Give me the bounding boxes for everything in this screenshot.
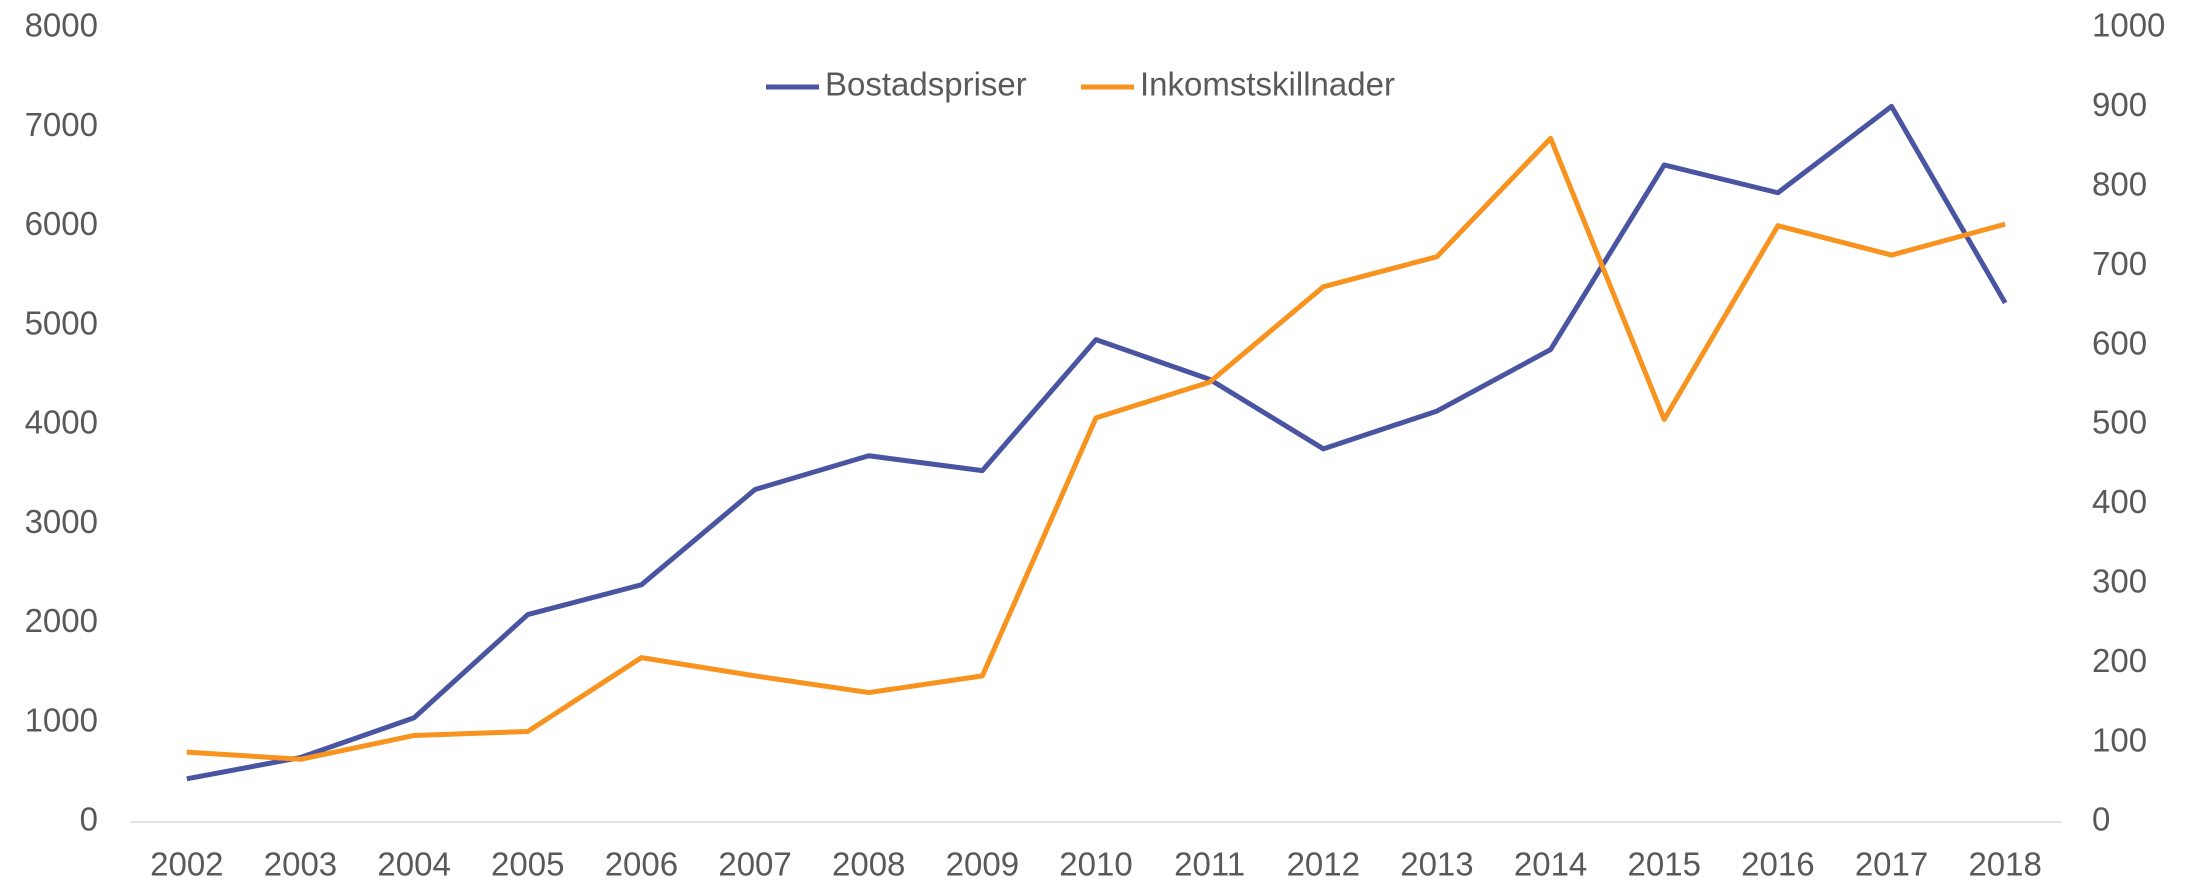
y2-tick-label: 400 [2092, 483, 2147, 520]
y2-tick-label: 200 [2092, 642, 2147, 679]
x-tick-label: 2004 [377, 846, 450, 883]
y2-tick-label: 900 [2092, 86, 2147, 123]
y2-tick-label: 1000 [2092, 7, 2165, 44]
y-tick-label: 4000 [25, 404, 98, 441]
x-tick-label: 2015 [1628, 846, 1701, 883]
line-series [186, 135, 2006, 762]
y2-tick-label: 500 [2092, 404, 2147, 441]
x-tick-label: 2011 [1174, 846, 1245, 883]
x-tick-label: 2017 [1855, 846, 1928, 883]
y-tick-label: 5000 [25, 304, 98, 341]
x-tick-label: 2012 [1287, 846, 1360, 883]
x-tick-label: 2018 [1968, 846, 2041, 883]
y2-tick-label: 100 [2092, 721, 2147, 758]
x-tick-label: 2008 [832, 846, 905, 883]
x-tick-label: 2013 [1400, 846, 1473, 883]
legend-label: Bostadspriser [825, 66, 1027, 103]
x-tick-label: 2002 [150, 846, 223, 883]
x-tick-label: 2003 [264, 846, 337, 883]
y-tick-label: 8000 [25, 7, 98, 44]
x-tick-label: 2014 [1514, 846, 1587, 883]
legend-label: Inkomstskillnader [1140, 66, 1395, 103]
y-tick-label: 7000 [25, 106, 98, 143]
y-tick-label: 1000 [25, 701, 98, 738]
line-series [186, 103, 2008, 782]
y-tick-label: 3000 [25, 503, 98, 540]
x-tick-label: 2010 [1059, 846, 1132, 883]
x-tick-label: 2016 [1741, 846, 1814, 883]
y2-tick-label: 600 [2092, 324, 2147, 361]
x-tick-label: 2007 [718, 846, 791, 883]
y-tick-label: 6000 [25, 205, 98, 242]
y2-tick-label: 700 [2092, 245, 2147, 282]
y-tick-label: 0 [80, 801, 98, 838]
y2-tick-label: 800 [2092, 166, 2147, 203]
x-tick-label: 2009 [946, 846, 1019, 883]
y2-tick-label: 0 [2092, 801, 2110, 838]
x-tick-label: 2005 [491, 846, 564, 883]
y-tick-label: 2000 [25, 602, 98, 639]
y2-tick-label: 300 [2092, 563, 2147, 600]
x-tick-label: 2006 [605, 846, 678, 883]
